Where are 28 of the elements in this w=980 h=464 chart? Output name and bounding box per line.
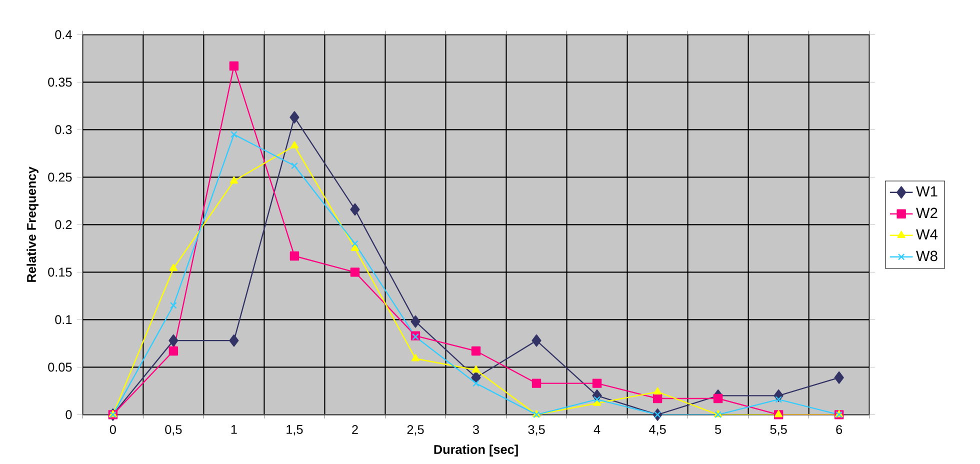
y-axis-title: Relative Frequency <box>26 166 38 282</box>
y-tick-label: 0 <box>66 410 72 420</box>
x-tick-label: 3,5 <box>528 425 545 436</box>
x-tick-label: 5,5 <box>770 425 787 436</box>
x-tick-label: 3 <box>472 425 479 434</box>
legend-label: W8 <box>916 250 938 262</box>
x-tick-label: 0,5 <box>165 425 182 436</box>
y-tick-label: 0.1 <box>55 315 72 324</box>
y-tick-label: 0.15 <box>48 268 72 277</box>
x-tick-label: 5 <box>715 425 722 434</box>
legend-label: W4 <box>916 229 938 240</box>
y-tick-label: 0.4 <box>55 30 72 40</box>
x-tick-label: 1 <box>231 425 237 434</box>
x-tick-label: 4 <box>594 425 600 434</box>
legend-label: W2 <box>916 208 938 218</box>
y-tick-label: 0.35 <box>48 78 72 87</box>
y-tick-label: 0.3 <box>55 125 72 134</box>
x-tick-label: 0 <box>110 425 116 434</box>
x-tick-label: 6 <box>836 425 842 434</box>
legend-label: W1 <box>916 186 938 196</box>
y-tick-label: 0.05 <box>48 362 72 372</box>
y-tick-label: 0.25 <box>48 172 72 182</box>
x-tick-label: 4,5 <box>649 425 666 436</box>
x-tick-label: 2 <box>352 425 358 434</box>
y-tick-label: 0.2 <box>55 220 72 230</box>
x-axis-title: Duration [sec] <box>434 444 518 456</box>
x-tick-label: 1,5 <box>286 425 303 436</box>
x-tick-label: 2,5 <box>407 425 424 436</box>
